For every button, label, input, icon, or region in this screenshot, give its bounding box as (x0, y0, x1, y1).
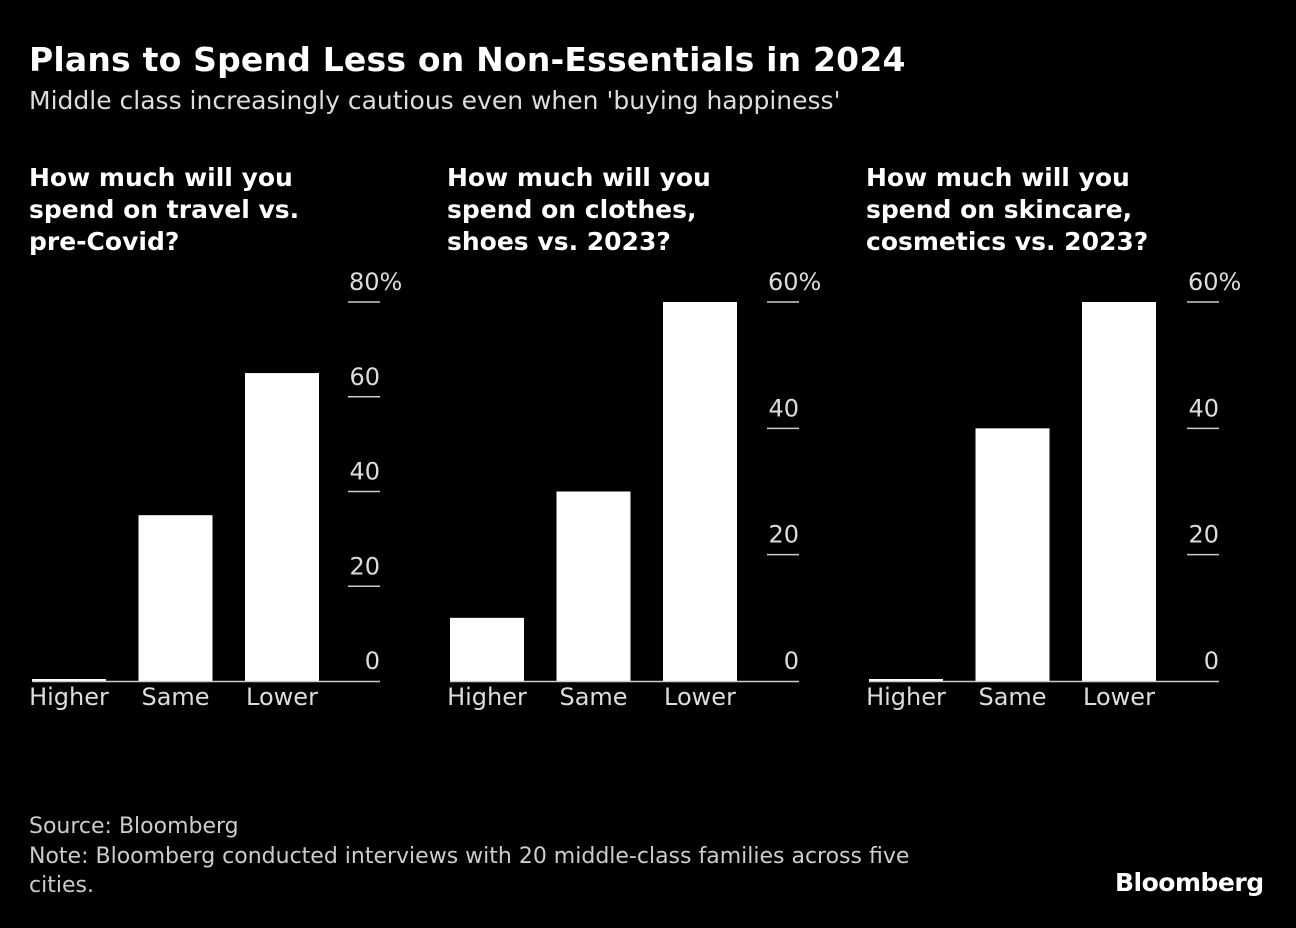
panel-title-line: pre-Covid? (29, 227, 180, 256)
x-tick-label: Lower (664, 683, 736, 711)
y-tick-label: 80% (349, 268, 402, 296)
x-tick-label: Same (978, 683, 1046, 711)
panel-title-travel: How much will you spend on travel vs. pr… (29, 162, 389, 258)
bar-higher (450, 617, 524, 681)
panel-title-line: spend on clothes, (447, 195, 697, 224)
chart-subtitle: Middle class increasingly cautious even … (29, 86, 841, 115)
footnote-line-2: cities. (29, 873, 94, 898)
y-tick-label: 0 (784, 647, 799, 675)
x-tick-label: Lower (246, 683, 318, 711)
x-tick-label: Same (559, 683, 627, 711)
bloomberg-logo: Bloomberg (1115, 868, 1264, 897)
x-tick-label: Higher (29, 683, 109, 711)
x-tick-label: Higher (447, 683, 527, 711)
panel-title-line: How much will you (866, 163, 1130, 192)
bar-same (138, 515, 213, 681)
y-tick-label: 0 (1204, 647, 1219, 675)
x-tick-label: Same (141, 683, 209, 711)
panel-title-line: How much will you (447, 163, 711, 192)
y-tick-label: 40 (768, 394, 799, 422)
bar-lower (663, 302, 737, 681)
panel-title-line: spend on skincare, (866, 195, 1133, 224)
panel-title-line: shoes vs. 2023? (447, 227, 671, 256)
panel-title-skincare: How much will you spend on skincare, cos… (866, 162, 1226, 258)
y-tick-label: 40 (1188, 394, 1219, 422)
panel-title-line: spend on travel vs. (29, 195, 300, 224)
panel-title-clothes: How much will you spend on clothes, shoe… (447, 162, 807, 258)
bar-lower (1082, 302, 1156, 681)
panel-title-line: How much will you (29, 163, 293, 192)
bar-same (556, 491, 631, 681)
y-tick-label: 60% (768, 268, 821, 296)
bar-higher (869, 679, 943, 681)
chart-title: Plans to Spend Less on Non-Essentials in… (29, 40, 906, 79)
footnote-line-1: Note: Bloomberg conducted interviews wit… (29, 844, 910, 869)
x-tick-label: Lower (1083, 683, 1155, 711)
x-tick-label: Higher (866, 683, 946, 711)
y-tick-label: 20 (1188, 521, 1219, 549)
y-tick-label: 60 (349, 363, 380, 391)
panel-title-line: cosmetics vs. 2023? (866, 227, 1149, 256)
source-note: Source: Bloomberg (29, 814, 239, 839)
bar-lower (245, 373, 319, 681)
y-tick-label: 0 (365, 647, 380, 675)
y-tick-label: 20 (768, 521, 799, 549)
y-tick-label: 40 (349, 458, 380, 486)
y-tick-label: 60% (1188, 268, 1241, 296)
bar-higher (32, 679, 106, 681)
y-tick-label: 20 (349, 552, 380, 580)
bar-same (975, 428, 1050, 681)
